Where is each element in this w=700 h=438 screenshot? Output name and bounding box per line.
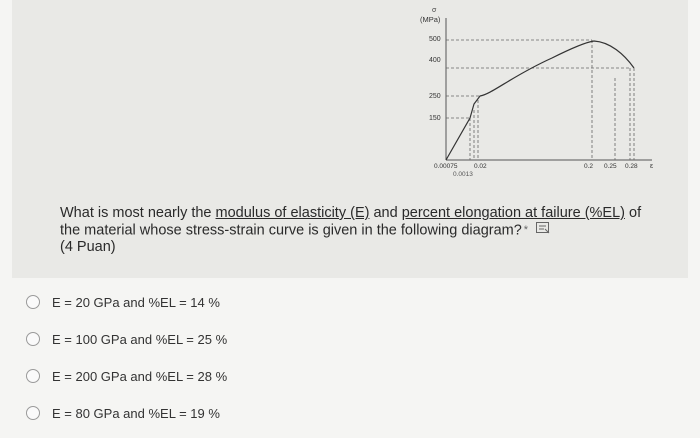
option-label: E = 20 GPa and %EL = 14 % [52, 294, 220, 310]
option-2[interactable]: E = 100 GPa and %EL = 25 % [26, 329, 227, 349]
radio-button[interactable] [26, 295, 40, 309]
option-3[interactable]: E = 200 GPa and %EL = 28 % [26, 366, 227, 386]
radio-button[interactable] [26, 369, 40, 383]
immersive-reader-icon[interactable] [536, 222, 550, 239]
option-1[interactable]: E = 20 GPa and %EL = 14 % [26, 292, 220, 312]
question-text: What is most nearly the modulus of elast… [60, 205, 660, 256]
x-tick-0-2: 0.2 [584, 163, 593, 170]
question-text-part: What is most nearly the [60, 205, 216, 221]
option-label: E = 80 GPa and %EL = 19 % [52, 405, 220, 421]
guide-lines [446, 39, 635, 160]
option-label: E = 100 GPa and %EL = 25 % [52, 331, 228, 347]
x-tick-0-28: 0.28 [625, 163, 638, 170]
y-tick-400: 400 [429, 57, 441, 64]
y-tick-500: 500 [429, 36, 441, 43]
percent-elongation-term: percent elongation at failure (%EL) [401, 205, 625, 221]
stress-strain-diagram: σ (MPa) 500 400 250 150 0.00075 0.0 [420, 7, 653, 178]
question-text-part: and [369, 205, 402, 221]
y-tick-150: 150 [429, 115, 441, 122]
x-tick-0-02: 0.02 [474, 163, 487, 170]
x-tick-0-0013: 0.0013 [453, 171, 473, 178]
option-label: E = 200 GPa and %EL = 28 % [52, 368, 228, 384]
option-4[interactable]: E = 80 GPa and %EL = 19 % [26, 403, 220, 423]
question-text-part: of the material whose stress-strain curv… [60, 205, 642, 239]
x-symbol: ε [650, 163, 653, 170]
y-symbol: σ [432, 7, 437, 14]
y-axis-unit: (MPa) [420, 15, 441, 24]
radio-button[interactable] [26, 406, 40, 420]
x-tick-0-00075: 0.00075 [434, 163, 458, 170]
y-tick-250: 250 [429, 93, 441, 100]
required-mark: * [523, 224, 529, 236]
radio-button[interactable] [26, 332, 40, 346]
x-tick-0-25: 0.25 [604, 163, 617, 170]
question-card: σ (MPa) 500 400 250 150 0.00075 0.0 [12, 0, 688, 278]
stress-strain-curve [445, 40, 635, 161]
question-points: (4 Puan) [60, 239, 116, 256]
modulus-of-elasticity-term: modulus of elasticity (E) [215, 205, 370, 221]
